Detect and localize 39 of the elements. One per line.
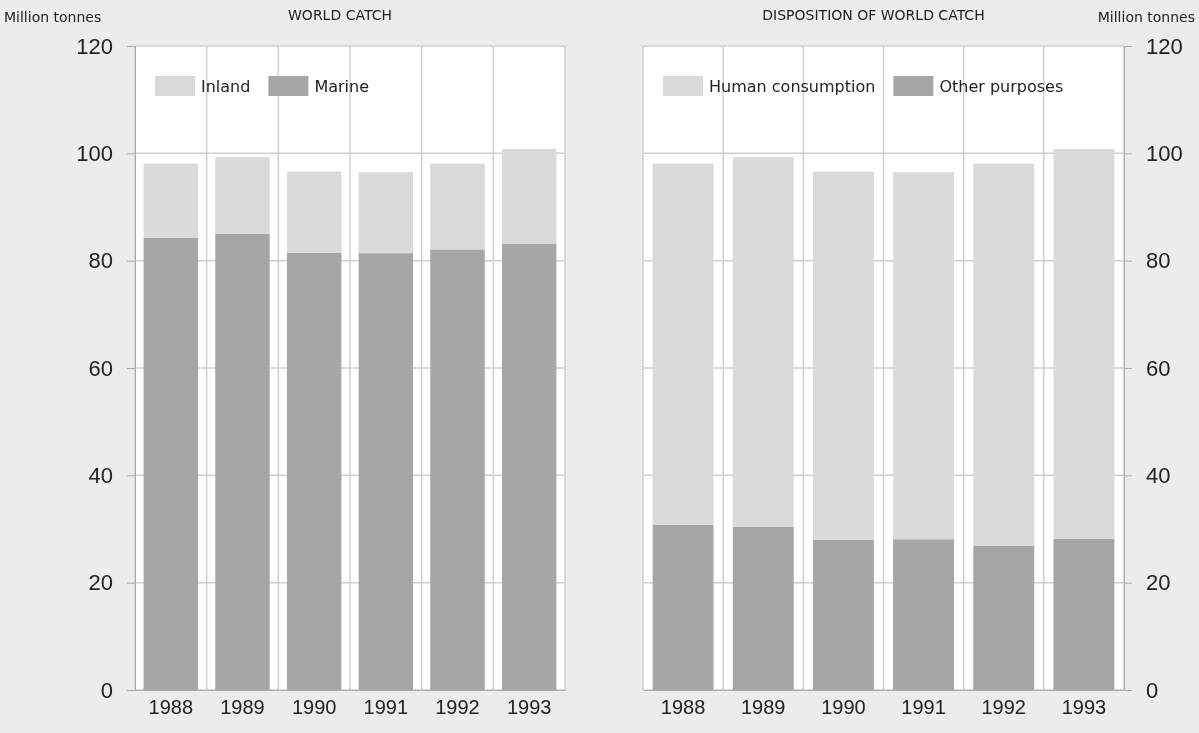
bar [215,157,270,234]
y-tick-label: 0 [1146,677,1159,703]
x-tick-label: 1990 [821,696,866,719]
bar [358,172,414,254]
y-tick-label: 80 [88,248,113,274]
legend-label: Inland [201,77,251,96]
x-tick-label: 1992 [981,696,1026,719]
y-tick-label: 0 [100,677,113,703]
x-tick-label: 1993 [1061,696,1107,719]
bar [143,163,199,238]
y-tick-label: 120 [76,33,113,59]
x-tick-label: 1988 [148,696,194,719]
x-tick-label: 1989 [741,696,786,719]
x-tick-label: 1988 [660,696,706,719]
y-tick-label: 80 [1146,248,1171,274]
chart-title: WORLD CATCH [288,7,392,23]
y-tick-label: 40 [1146,462,1171,488]
y-tick-label: 100 [76,140,113,166]
y-tick-label: 20 [1146,570,1171,596]
bar [286,171,342,253]
y-axis-title: Million tonnes [1097,9,1195,25]
x-tick-label: 1992 [435,696,480,719]
bar [430,163,485,250]
legend-label: Other purposes [939,77,1064,96]
y-tick-label: 100 [1146,140,1183,166]
x-tick-label: 1993 [506,696,552,719]
y-tick-label: 120 [1146,33,1183,59]
y-tick-label: 40 [88,462,113,488]
x-tick-label: 1989 [220,696,265,719]
x-tick-label: 1990 [291,696,337,719]
y-tick-label: 20 [88,570,113,596]
y-axis-title: Million tonnes [4,9,102,25]
legend-label: Human consumption [709,77,876,96]
y-tick-label: 60 [88,355,113,381]
y-tick-label: 60 [1146,355,1171,381]
chart-title: DISPOSITION OF WORLD CATCH [762,7,985,23]
x-tick-label: 1991 [363,696,409,719]
x-tick-label: 1991 [901,696,946,719]
legend-label: Marine [314,77,370,96]
